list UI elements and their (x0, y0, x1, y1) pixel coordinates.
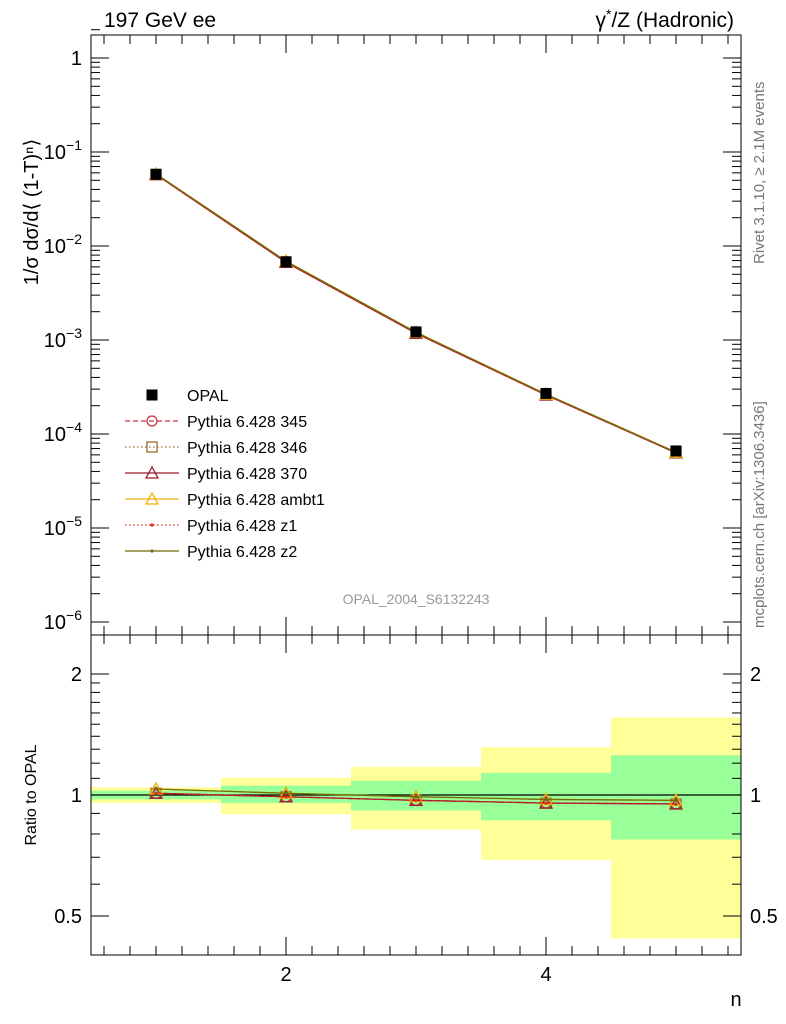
legend-marker-pythia-6-428-345 (146, 415, 158, 427)
main-point-opal (280, 256, 292, 268)
main-y-tick-label-exp: −3 (66, 325, 82, 341)
main-line-pythia-6-428-z2 (155, 173, 677, 453)
main-y-axis-label-text: 1/σ dσ/d⟨ (1-T)ⁿ⟩ (21, 139, 43, 286)
main-y-tick-label-base: 10 (44, 236, 66, 258)
ratio-point-pythia-6-428-z1 (154, 791, 158, 795)
legend-marker-pythia-6-428-370 (144, 465, 160, 479)
ratio-point-pythia-6-428-z2 (284, 791, 288, 795)
main-y-axis-label: 1/σ dσ/d⟨ (1-T)ⁿ⟩ (21, 139, 43, 286)
main-line-pythia-6-428-ambt1 (155, 173, 677, 453)
main-y-tick-label-exp: −5 (66, 513, 82, 529)
rivet-label: Rivet 3.1.10, ≥ 2.1M events (751, 82, 768, 265)
ratio-y-tick-label-right: 2 (750, 664, 761, 686)
ratio-y-axis-label: Ratio to OPAL (23, 744, 40, 845)
x-tick-label: 2 (280, 964, 291, 986)
main-y-tick-label: 10−4 (44, 419, 82, 446)
ratio-point-pythia-6-428-z2 (674, 798, 678, 802)
legend-label-pythia-6-428-370: Pythia 6.428 370 (187, 466, 307, 483)
main-point-opal (670, 445, 682, 457)
legend-label-pythia-6-428-z1: Pythia 6.428 z1 (187, 518, 297, 535)
main-point-opal (540, 387, 552, 399)
ratio-y-tick-label-right: 1 (750, 785, 761, 807)
main-point-opal (150, 168, 162, 180)
main-series (148, 166, 684, 459)
right-title-rest: /Z (Hadronic) (611, 9, 734, 32)
ratio-point-pythia-6-428-z2 (154, 787, 158, 791)
legend-marker-opal (146, 389, 158, 401)
right-title: γ*/Z (Hadronic) (596, 6, 734, 32)
main-plot-panel: 110−110−210−310−410−510−6 1/σ dσ/d⟨ (1-T… (21, 29, 742, 636)
left-title: 197 GeV ee (104, 9, 216, 32)
ratio-point-pythia-6-428-z1 (674, 802, 678, 806)
legend-label-pythia-6-428-346: Pythia 6.428 346 (187, 440, 307, 457)
legend-marker-pythia-6-428-z1 (150, 523, 154, 527)
main-y-tick-label: 10−1 (44, 137, 82, 164)
main-line-pythia-6-428-370 (155, 174, 677, 454)
main-y-tick-label-exp: −4 (66, 419, 82, 435)
main-y-tick-label-base: 10 (44, 330, 66, 352)
main-y-tick-label-base: 10 (44, 612, 66, 634)
main-y-tick-label: 1 (71, 48, 82, 70)
ratio-point-pythia-6-428-z2 (414, 795, 418, 799)
ratio-point-pythia-6-428-z1 (544, 801, 548, 805)
ratio-y-tick-label: 1 (71, 785, 82, 807)
x-tick-label: 4 (540, 964, 551, 986)
main-y-tick-label-base: 10 (44, 424, 66, 446)
legend-marker-pythia-6-428-z2 (150, 549, 154, 553)
main-line-pythia-6-428-345 (155, 174, 677, 454)
ratio-y-tick-label: 0.5 (54, 906, 82, 928)
main-y-ticks (91, 29, 741, 623)
main-y-tick-label: 10−2 (44, 231, 82, 258)
main-y-tick-label-base: 1 (71, 48, 82, 70)
main-y-tick-label-exp: −2 (66, 231, 82, 247)
main-x-ticks (103, 35, 729, 635)
main-point-opal (410, 326, 422, 338)
right-title-prefix: γ (596, 9, 607, 32)
legend-label-opal: OPAL (187, 388, 229, 405)
legend-label-pythia-6-428-z2: Pythia 6.428 z2 (187, 544, 297, 561)
legend-marker-pythia-6-428-346 (146, 441, 158, 453)
ratio-point-pythia-6-428-z1 (414, 798, 418, 802)
legend-label-pythia-6-428-ambt1: Pythia 6.428 ambt1 (187, 492, 325, 509)
main-y-tick-label: 10−3 (44, 325, 82, 352)
ratio-point-pythia-6-428-z1 (284, 795, 288, 799)
main-y-tick-label-exp: −6 (66, 607, 82, 623)
legend-marker-pythia-6-428-ambt1 (144, 491, 160, 505)
ratio-point-pythia-6-428-370 (148, 785, 164, 799)
main-y-tick-label-base: 10 (44, 142, 66, 164)
watermark: OPAL_2004_S6132243 (343, 591, 490, 607)
main-y-tick-label: 10−6 (44, 607, 82, 634)
ratio-series (148, 781, 684, 810)
legend-label-pythia-6-428-345: Pythia 6.428 345 (187, 414, 307, 431)
ratio-y-tick-label: 2 (71, 664, 82, 686)
legend: OPAL Pythia 6.428 345 Pythia 6.428 346 Pyth… (125, 388, 325, 561)
ratio-uncertainty-bands (91, 717, 741, 939)
x-axis-label: n (730, 989, 741, 1011)
mcplots-label: mcplots.cern.ch [arXiv:1306.3436] (751, 401, 768, 628)
main-line-pythia-6-428-z1 (155, 174, 677, 454)
main-y-tick-label: 10−5 (44, 513, 82, 540)
ratio-point-pythia-6-428-z2 (544, 797, 548, 802)
main-y-tick-label-exp: −1 (66, 137, 82, 153)
right-title-star: * (606, 6, 612, 22)
main-y-tick-label-base: 10 (44, 518, 66, 540)
main-line-pythia-6-428-346 (155, 174, 677, 454)
ratio-y-tick-label-right: 0.5 (750, 906, 778, 928)
main-y-tick-labels: 110−110−210−310−410−510−6 (44, 48, 82, 634)
ratio-y-ticks: 0.5 0.5 1 1 2 2 (54, 664, 778, 928)
